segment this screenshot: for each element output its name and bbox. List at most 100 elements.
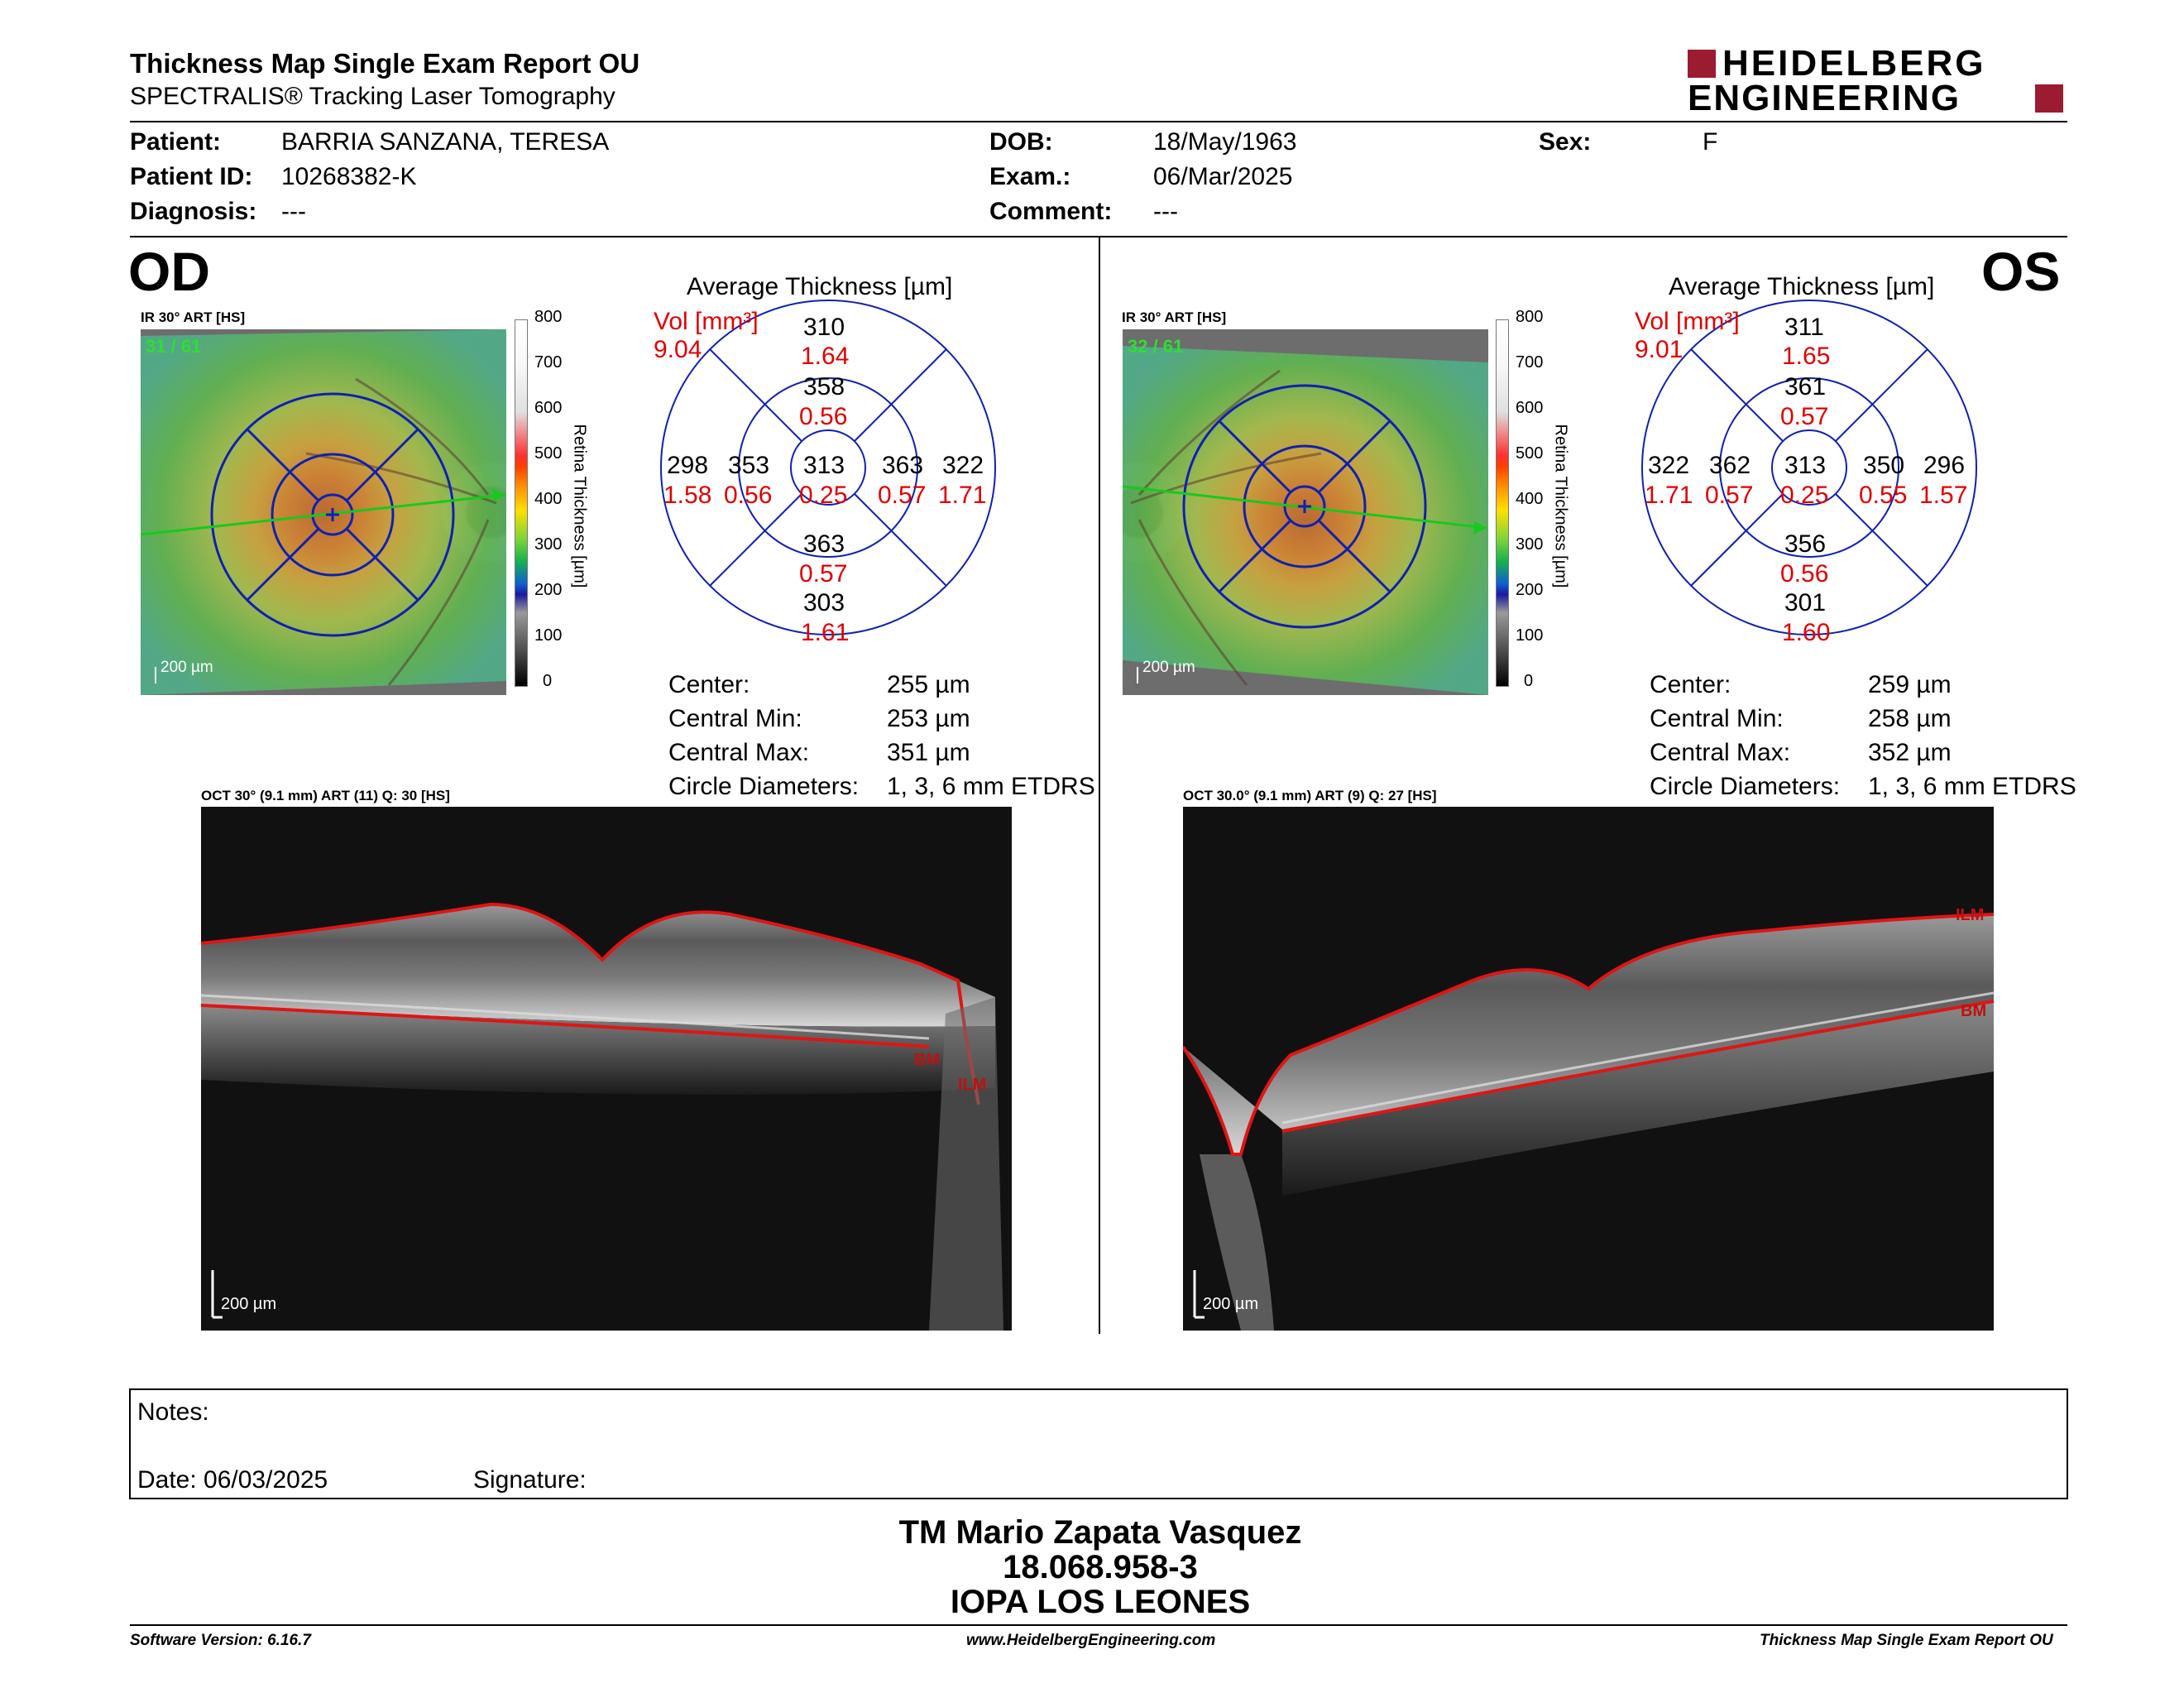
od-legend-ticks: 800 700 600 500 400 300 200 100 0 (534, 308, 576, 697)
os-legend-tick: 400 (1516, 490, 1544, 508)
os-inner-right-thickness: 350 (1863, 452, 1905, 479)
os-etdrs-grid (1641, 300, 1977, 635)
os-outer-inf-vol: 1.60 (1782, 619, 1831, 646)
os-outer-sup-vol: 1.65 (1782, 343, 1831, 370)
diagnosis-label: Diagnosis: (130, 198, 257, 225)
od-eye-label: OD (128, 241, 210, 302)
logo-line2: ENGINEERING (1688, 78, 1961, 118)
date-label: Date: 06/03/2025 (137, 1466, 328, 1494)
signer-rut: 18.068.958-3 (1003, 1549, 1198, 1585)
os-frame-counter: 32 / 61 (1128, 336, 1184, 357)
os-outer-right-thickness: 296 (1923, 452, 1966, 479)
od-inner-inf-vol: 0.57 (799, 560, 848, 587)
os-stat-label: Circle Diameters: (1650, 773, 1841, 800)
od-legend-tick: 600 (534, 399, 563, 417)
od-legend-tick: 200 (534, 581, 563, 599)
od-color-legend (515, 319, 528, 687)
dob-label: DOB: (989, 128, 1053, 156)
od-thickness-map (141, 329, 506, 695)
os-center-vol: 0.25 (1780, 482, 1829, 509)
os-inner-inf-thickness: 356 (1784, 530, 1827, 558)
od-oct-layers (201, 902, 1003, 1331)
exam-label: Exam.: (989, 163, 1071, 190)
od-outer-right-thickness: 322 (942, 452, 984, 479)
od-frame-counter: 31 / 61 (146, 336, 202, 357)
od-ilm-label: ILM (958, 1076, 987, 1094)
signer-org: IOPA LOS LEONES (950, 1584, 1251, 1620)
patient-id-label: Patient ID: (130, 163, 253, 190)
notes-box[interactable]: Notes: Date: 06/03/2025 Signature: (129, 1388, 2068, 1499)
os-outer-left-vol: 1.71 (1645, 482, 1693, 509)
os-outer-right-vol: 1.57 (1919, 482, 1968, 509)
od-inner-sup-vol: 0.56 (799, 403, 848, 430)
notes-label: Notes: (137, 1398, 209, 1426)
od-etdrs-grid (660, 300, 996, 635)
os-thickness-map (1123, 346, 1488, 695)
dob-value: 18/May/1963 (1153, 128, 1297, 156)
report-subtitle: SPECTRALIS® Tracking Laser Tomography (130, 83, 615, 110)
od-avg-title: Average Thickness [µm] (687, 273, 953, 300)
od-outer-sup-vol: 1.64 (801, 343, 850, 370)
od-stat-label: Circle Diameters: (668, 773, 860, 800)
od-stat-label: Central Max: (668, 739, 810, 766)
od-stat-value: 351 µm (887, 739, 970, 766)
os-outer-inf-thickness: 301 (1784, 589, 1827, 616)
os-stat-value: 258 µm (1868, 705, 1952, 732)
os-inner-left-thickness: 362 (1709, 452, 1751, 479)
os-inner-right-vol: 0.55 (1859, 482, 1908, 509)
od-fundus-image: 31 / 61 200 µm (141, 329, 506, 695)
os-outer-sup-thickness: 311 (1784, 314, 1824, 341)
os-oct-scale-label: 200 µm (1203, 1295, 1259, 1313)
os-oct-layers (1183, 913, 1994, 1331)
od-legend-tick: 500 (534, 444, 563, 463)
os-color-legend (1496, 319, 1509, 687)
sex-value: F (1703, 128, 1718, 156)
sex-label: Sex: (1539, 128, 1592, 156)
od-stat-value: 255 µm (887, 671, 970, 698)
os-outer-left-thickness: 322 (1648, 452, 1690, 479)
os-ir-label: IR 30° ART [HS] (1122, 309, 1227, 325)
od-stat-value: 1, 3, 6 mm ETDRS (887, 773, 1095, 800)
od-scale-label: 200 µm (160, 659, 213, 676)
os-scale-label: 200 µm (1142, 659, 1195, 676)
od-oct-scan: BM ILM 200 µm (201, 807, 1012, 1331)
website-link[interactable]: www.HeidelbergEngineering.com (966, 1632, 1216, 1649)
od-inner-left-vol: 0.56 (724, 482, 773, 509)
patient-id: 10268382-K (281, 163, 417, 190)
heidelberg-logo: HEIDELBERG ENGINEERING (1688, 43, 2068, 118)
od-stat-label: Center: (668, 671, 750, 698)
od-legend-tick: 400 (534, 490, 563, 508)
logo-square-bottom (2035, 84, 2063, 113)
diagnosis-value: --- (281, 198, 306, 225)
od-vol-value: 9.04 (654, 336, 702, 363)
od-legend-tick: 0 (543, 672, 553, 690)
os-legend-tick: 0 (1524, 672, 1534, 690)
od-legend-title: Retina Thickness [µm] (570, 424, 589, 588)
os-legend-tick: 100 (1516, 626, 1544, 645)
os-fundus-image: 32 / 61 200 µm (1123, 329, 1488, 695)
od-outer-left-vol: 1.58 (663, 482, 712, 509)
os-oct-scan: ILM BM 200 µm (1183, 807, 1994, 1331)
os-legend-tick: 700 (1516, 353, 1544, 372)
os-oct-label: OCT 30.0° (9.1 mm) ART (9) Q: 27 [HS] (1183, 788, 1437, 803)
signature-label: Signature: (473, 1466, 587, 1494)
header-divider (130, 121, 2067, 122)
od-legend-tick: 800 (534, 308, 563, 326)
os-bm-label: BM (1961, 1002, 1987, 1020)
od-inner-inf-thickness: 363 (803, 530, 845, 558)
od-inner-left-thickness: 353 (728, 452, 770, 479)
os-vol-value: 9.01 (1635, 336, 1684, 363)
od-outer-inf-vol: 1.61 (801, 619, 850, 646)
os-center-thickness: 313 (1784, 452, 1827, 479)
os-legend-tick: 800 (1516, 308, 1544, 326)
comment-label: Comment: (989, 198, 1113, 225)
od-inner-right-thickness: 363 (882, 452, 924, 479)
od-ir-label: IR 30° ART [HS] (141, 309, 246, 325)
os-legend-tick: 300 (1516, 535, 1544, 554)
od-oct-label: OCT 30° (9.1 mm) ART (11) Q: 30 [HS] (201, 788, 450, 803)
os-inner-inf-vol: 0.56 (1780, 560, 1829, 587)
od-legend-tick: 700 (534, 353, 563, 372)
footer-report-title: Thickness Map Single Exam Report OU (1760, 1632, 2053, 1649)
software-version: Software Version: 6.16.7 (130, 1632, 311, 1649)
od-inner-sup-thickness: 358 (803, 373, 845, 400)
